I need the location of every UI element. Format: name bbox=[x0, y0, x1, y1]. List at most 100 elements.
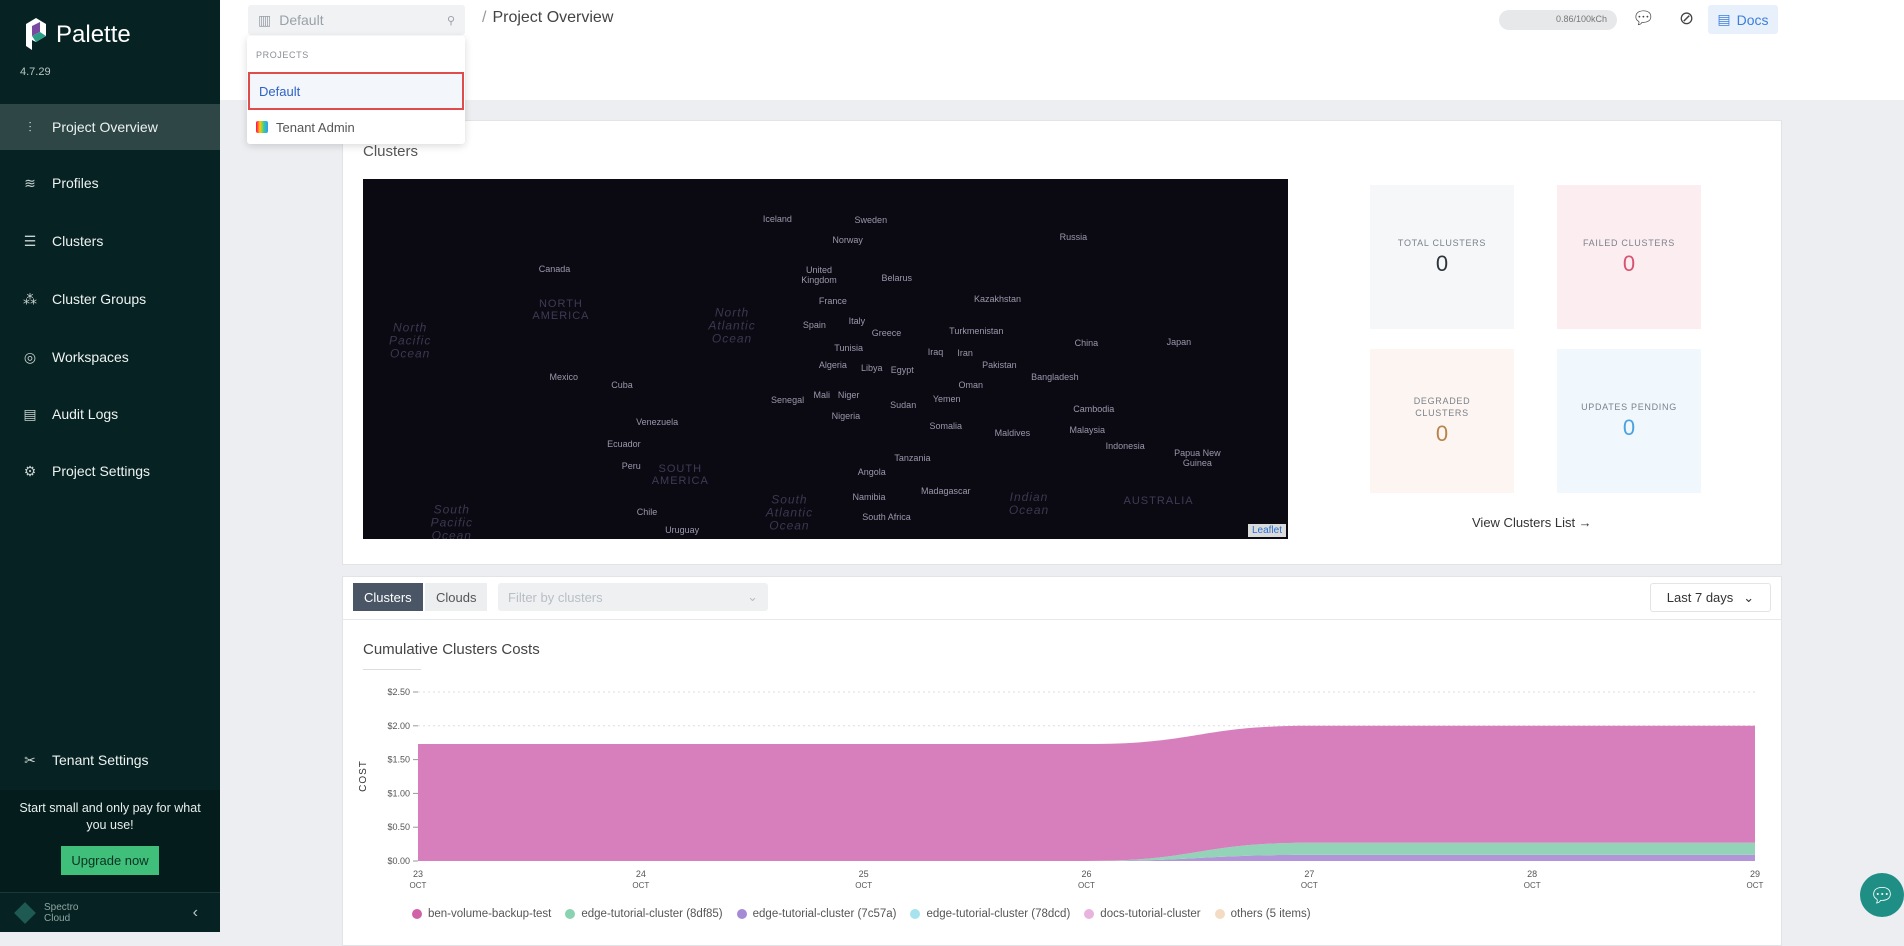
legend-item[interactable]: docs-tutorial-cluster bbox=[1084, 908, 1201, 920]
map-label: Russia bbox=[1059, 232, 1088, 243]
sidebar-footer: Spectro Cloud ‹ bbox=[0, 892, 220, 932]
map-label: Angola bbox=[857, 467, 886, 478]
map-label: Algeria bbox=[818, 360, 847, 371]
upgrade-button[interactable]: Upgrade now bbox=[61, 846, 159, 875]
world-map[interactable]: Leaflet Iceland Sweden Norway Russia Canada U… bbox=[363, 179, 1288, 539]
area-series-0 bbox=[418, 854, 1755, 861]
map-label: Nigeria bbox=[831, 411, 861, 422]
date-range-select[interactable]: Last 7 days ⌄ bbox=[1650, 583, 1771, 612]
view-clusters-list-link[interactable]: View Clusters List → bbox=[1472, 515, 1592, 530]
support-chat-button[interactable]: 💬︎ bbox=[1860, 873, 1904, 917]
y-tick-label: $0.50 bbox=[387, 822, 410, 832]
y-tick-label: $2.00 bbox=[387, 721, 410, 731]
sidebar-item-tenant-settings[interactable]: ✂ Tenant Settings bbox=[0, 737, 220, 783]
map-label: France bbox=[818, 295, 847, 306]
map-label: Venezuela bbox=[636, 417, 679, 428]
map-label: Sweden bbox=[854, 215, 888, 226]
chat-icon[interactable]: 💬︎ bbox=[1632, 8, 1655, 28]
palette-logo[interactable]: Palette bbox=[24, 18, 131, 52]
map-label: Cuba bbox=[611, 379, 633, 390]
legend-dot bbox=[1214, 909, 1225, 919]
tools-icon: ✂ bbox=[24, 751, 36, 768]
y-tick-label: $1.50 bbox=[387, 755, 410, 765]
project-selector-value: Default bbox=[279, 12, 324, 28]
sidebar-item-cluster-groups[interactable]: ⁂ Cluster Groups bbox=[0, 276, 220, 322]
book-icon: ▤ bbox=[1717, 11, 1731, 27]
map-label: Canada bbox=[538, 264, 571, 274]
search-icon: ⚲ bbox=[446, 14, 455, 27]
map-label: Turkmenistan bbox=[949, 325, 1004, 336]
map-label: Malaysia bbox=[1069, 424, 1106, 435]
sidebar-item-profiles[interactable]: ≋ Profiles bbox=[0, 160, 220, 206]
sidebar-item-label: Project Settings bbox=[52, 463, 151, 479]
tenant-icon bbox=[256, 121, 268, 133]
spectro-cloud-logo-icon bbox=[14, 901, 36, 924]
filter-clusters-select[interactable]: Filter by clusters ⌄ bbox=[498, 583, 768, 611]
sidebar-item-project-settings[interactable]: ⚙ Project Settings bbox=[0, 448, 220, 494]
sidebar-item-label: Project Overview bbox=[52, 119, 158, 135]
map-label: Norway bbox=[832, 234, 863, 245]
x-tick-label: OCT bbox=[1078, 881, 1095, 890]
legend-dot bbox=[565, 909, 576, 919]
map-label: Namibia bbox=[852, 491, 886, 502]
map-label: Greece bbox=[871, 328, 902, 339]
map-label: Mali bbox=[813, 390, 831, 401]
sidebar-item-clusters[interactable]: ☰ Clusters bbox=[0, 218, 220, 264]
project-icon: ▥ bbox=[258, 11, 272, 28]
network-icon: ⁂ bbox=[23, 290, 37, 307]
area-series-2 bbox=[418, 725, 1755, 861]
legend-dot bbox=[736, 909, 747, 919]
sidebar-item-label: Workspaces bbox=[52, 349, 129, 365]
y-tick-label: $1.00 bbox=[387, 788, 410, 798]
project-option-tenant-admin[interactable]: Tenant Admin bbox=[247, 108, 465, 146]
sidebar-item-workspaces[interactable]: ◎ Workspaces bbox=[0, 334, 220, 380]
sidebar-item-label: Audit Logs bbox=[52, 406, 119, 422]
legend-item[interactable]: edge-tutorial-cluster (7c57a) bbox=[736, 908, 896, 920]
collapse-sidebar-icon[interactable]: ‹ bbox=[192, 904, 198, 921]
map-label: Spain bbox=[802, 319, 826, 330]
x-tick-label: OCT bbox=[632, 881, 649, 890]
sidebar-item-project-overview[interactable]: ⫶ Project Overview bbox=[0, 104, 220, 150]
map-label: Mexico bbox=[549, 372, 578, 383]
legend-item[interactable]: edge-tutorial-cluster (78dcd) bbox=[910, 908, 1070, 920]
legend-item[interactable]: edge-tutorial-cluster (8df85) bbox=[565, 908, 723, 920]
legend-item[interactable]: others (5 items) bbox=[1214, 908, 1311, 920]
legend-item[interactable]: ben-volume-backup-test bbox=[412, 908, 551, 920]
x-tick-label: OCT bbox=[1524, 881, 1541, 890]
legend-dot bbox=[412, 909, 422, 919]
map-label: Chile bbox=[636, 507, 658, 518]
x-tick-label: 29 bbox=[1750, 869, 1760, 879]
map-label: Maldives bbox=[994, 428, 1031, 439]
map-label: North Pacific Ocean bbox=[389, 320, 432, 361]
docs-button[interactable]: ▤ Docs bbox=[1708, 5, 1778, 34]
project-selector[interactable]: ▥ Default ⚲ bbox=[248, 5, 465, 35]
sidebar-item-label: Profiles bbox=[52, 175, 99, 191]
map-label: Cambodia bbox=[1073, 404, 1115, 415]
map-label: Iceland bbox=[762, 213, 792, 224]
map-label: South Pacific Ocean bbox=[430, 502, 473, 539]
y-axis-label: COST bbox=[358, 760, 369, 792]
sidebar-item-label: Clusters bbox=[52, 233, 104, 249]
x-tick-label: OCT bbox=[410, 881, 427, 890]
map-label: Uruguay bbox=[665, 525, 700, 536]
compass-icon[interactable]: ⊘ bbox=[1679, 8, 1695, 28]
title-underline bbox=[363, 669, 421, 670]
leaflet-attribution[interactable]: Leaflet bbox=[1247, 524, 1286, 537]
tab-clusters[interactable]: Clusters bbox=[353, 583, 423, 611]
sidebar-item-audit-logs[interactable]: ▤ Audit Logs bbox=[0, 391, 220, 437]
chevron-down-icon: ⌄ bbox=[747, 589, 758, 604]
target-icon: ◎ bbox=[23, 348, 37, 365]
chart-legend: ben-volume-backup-test edge-tutorial-clus… bbox=[412, 908, 1311, 920]
tab-clouds[interactable]: Clouds bbox=[425, 583, 488, 611]
x-tick-label: OCT bbox=[855, 881, 872, 890]
map-label: Senegal bbox=[771, 395, 805, 406]
map-label: Sudan bbox=[890, 400, 917, 411]
map-label: Peru bbox=[621, 460, 641, 471]
project-option-default[interactable]: Default bbox=[248, 72, 464, 110]
stack-icon: ≋ bbox=[24, 174, 36, 191]
log-icon: ▤ bbox=[23, 405, 37, 422]
map-label: Indian Ocean bbox=[1008, 489, 1050, 517]
cost-chart: $0.00 $0.50 $1.00 $1.50 $2.00 $2.50 COST 23 OCT 2… bbox=[358, 687, 1764, 890]
x-tick-label: 28 bbox=[1527, 869, 1537, 879]
x-tick-label: 27 bbox=[1304, 869, 1314, 879]
